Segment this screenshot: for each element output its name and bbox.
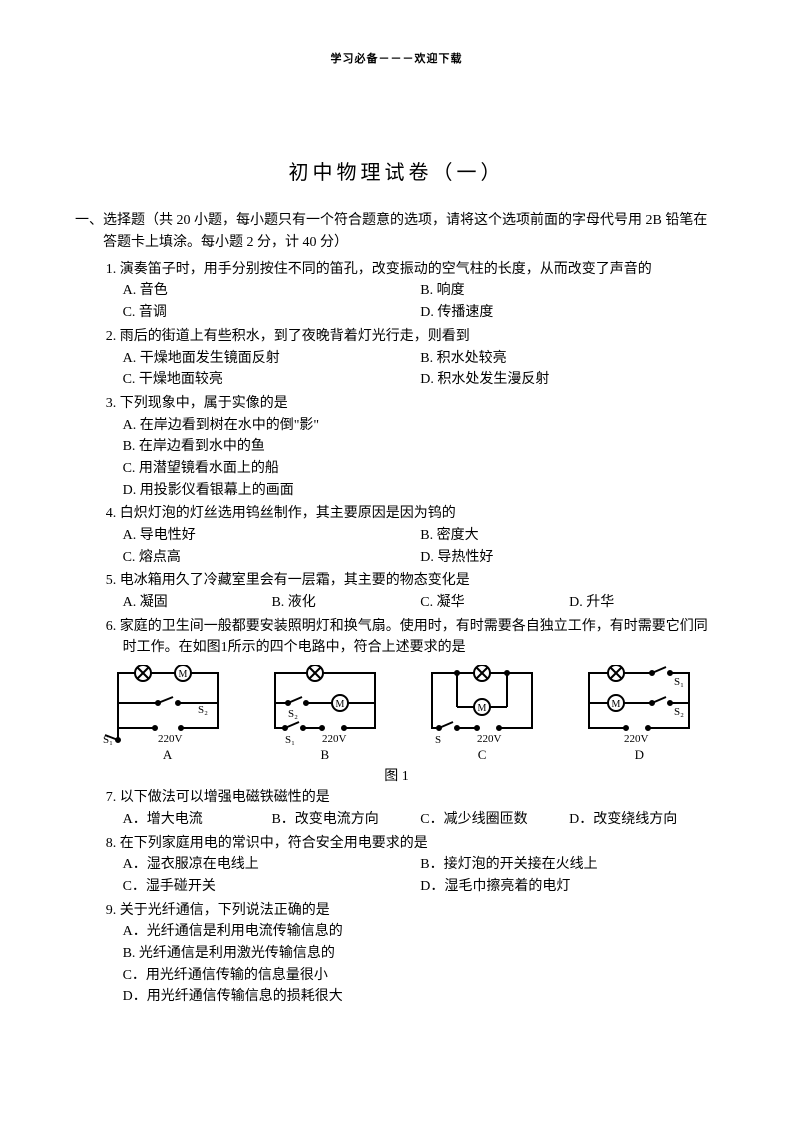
circuit-c-label: C [417, 747, 547, 763]
q5-option-b: B. 液化 [271, 592, 420, 614]
q8-option-d: D．湿毛巾擦亮着的电灯 [420, 876, 718, 898]
circuit-a: M S₂ S₁ 220V A [103, 665, 233, 763]
q7-option-c: C．减少线圈匝数 [420, 809, 569, 831]
svg-text:220V: 220V [477, 733, 502, 745]
q2-option-b: B. 积水处较亮 [420, 348, 718, 370]
q3-option-a: A. 在岸边看到树在水中的倒"影" [123, 415, 718, 437]
q1-option-d: D. 传播速度 [420, 302, 718, 324]
q3-option-d: D. 用投影仪看银幕上的画面 [123, 480, 718, 502]
q2-option-a: A. 干燥地面发生镜面反射 [123, 348, 421, 370]
svg-text:M: M [335, 699, 344, 710]
q1-option-b: B. 响度 [420, 280, 718, 302]
svg-text:S₁: S₁ [285, 734, 295, 745]
q4-option-a: A. 导电性好 [123, 525, 421, 547]
page-title: 初中物理试卷（一） [75, 156, 718, 185]
question-3: 3. 下列现象中，属于实像的是 A. 在岸边看到树在水中的倒"影" B. 在岸边… [106, 393, 718, 501]
svg-text:M: M [478, 703, 487, 714]
circuit-c: M S 220V C [417, 665, 547, 763]
svg-text:M: M [612, 699, 621, 710]
q8-option-b: B．接灯泡的开关接在火线上 [420, 854, 718, 876]
question-2: 2. 雨后的街道上有些积水，到了夜晚背着灯光行走，则看到 A. 干燥地面发生镜面… [106, 326, 718, 391]
question-8: 8. 在下列家庭用电的常识中，符合安全用电要求的是 A．湿衣服凉在电线上 B．接… [106, 833, 718, 898]
q2-option-d: D. 积水处发生漫反射 [420, 369, 718, 391]
q5-option-d: D. 升华 [569, 592, 718, 614]
q3-option-c: C. 用潜望镜看水面上的船 [123, 458, 718, 480]
q7-option-d: D．改变绕线方向 [569, 809, 718, 831]
q7-option-a: A．增大电流 [123, 809, 272, 831]
q9-option-c: C．用光纤通信传输的信息量很小 [123, 965, 718, 987]
svg-text:S₂: S₂ [674, 706, 684, 718]
circuit-a-label: A [103, 747, 233, 763]
q8-text: 8. 在下列家庭用电的常识中，符合安全用电要求的是 [123, 833, 718, 855]
svg-text:220V: 220V [322, 733, 347, 745]
svg-text:S₁: S₁ [674, 676, 684, 688]
question-6: 6. 家庭的卫生间一般都要安装照明灯和换气扇。使用时，有时需要各自独立工作，有时… [106, 616, 718, 659]
header-note: 学习必备－－－欢迎下载 [75, 50, 718, 66]
circuit-b-label: B [260, 747, 390, 763]
q9-text: 9. 关于光纤通信，下列说法正确的是 [123, 900, 718, 922]
q9-option-b: B. 光纤通信是利用激光传输信息的 [123, 943, 718, 965]
q4-option-d: D. 导热性好 [420, 547, 718, 569]
circuit-b: M S₂ S₁ 220V B [260, 665, 390, 763]
q5-option-c: C. 凝华 [420, 592, 569, 614]
q2-option-c: C. 干燥地面较亮 [123, 369, 421, 391]
question-7: 7. 以下做法可以增强电磁铁磁性的是 A．增大电流 B．改变电流方向 C．减少线… [106, 787, 718, 830]
svg-text:S₂: S₂ [198, 704, 208, 716]
q1-option-c: C. 音调 [123, 302, 421, 324]
q3-text: 3. 下列现象中，属于实像的是 [123, 393, 718, 415]
q1-option-a: A. 音色 [123, 280, 421, 302]
q5-option-a: A. 凝固 [123, 592, 272, 614]
question-9: 9. 关于光纤通信，下列说法正确的是 A．光纤通信是利用电流传输信息的 B. 光… [106, 900, 718, 1008]
q8-option-a: A．湿衣服凉在电线上 [123, 854, 421, 876]
q4-option-b: B. 密度大 [420, 525, 718, 547]
section-1-header: 一、选择题（共 20 小题，每小题只有一个符合题意的选项，请将这个选项前面的字母… [103, 210, 718, 255]
q4-text: 4. 白炽灯泡的灯丝选用钨丝制作，其主要原因是因为钨的 [123, 503, 718, 525]
svg-text:S₂: S₂ [288, 708, 298, 720]
question-1: 1. 演奏笛子时，用手分别按住不同的笛孔，改变振动的空气柱的长度，从而改变了声音… [106, 259, 718, 324]
q4-option-c: C. 熔点高 [123, 547, 421, 569]
q5-text: 5. 电冰箱用久了冷藏室里会有一层霜，其主要的物态变化是 [123, 570, 718, 592]
q9-option-a: A．光纤通信是利用电流传输信息的 [123, 921, 718, 943]
svg-text:S₁: S₁ [103, 734, 113, 745]
svg-text:S: S [435, 734, 441, 745]
circuit-d: M S₁ S₂ 220V D [574, 665, 704, 763]
q1-text: 1. 演奏笛子时，用手分别按住不同的笛孔，改变振动的空气柱的长度，从而改变了声音… [123, 259, 718, 281]
figure-1: M S₂ S₁ 220V A [89, 665, 718, 763]
question-5: 5. 电冰箱用久了冷藏室里会有一层霜，其主要的物态变化是 A. 凝固 B. 液化… [106, 570, 718, 613]
svg-text:M: M [178, 669, 187, 680]
q7-text: 7. 以下做法可以增强电磁铁磁性的是 [123, 787, 718, 809]
q6-text: 6. 家庭的卫生间一般都要安装照明灯和换气扇。使用时，有时需要各自独立工作，有时… [123, 616, 718, 659]
q9-option-d: D．用光纤通信传输信息的损耗很大 [123, 986, 718, 1008]
svg-text:220V: 220V [158, 733, 183, 745]
figure-1-caption: 图 1 [75, 765, 718, 785]
q8-option-c: C．湿手碰开关 [123, 876, 421, 898]
q7-option-b: B．改变电流方向 [271, 809, 420, 831]
svg-text:220V: 220V [624, 733, 649, 745]
question-4: 4. 白炽灯泡的灯丝选用钨丝制作，其主要原因是因为钨的 A. 导电性好 B. 密… [106, 503, 718, 568]
circuit-d-label: D [574, 747, 704, 763]
q2-text: 2. 雨后的街道上有些积水，到了夜晚背着灯光行走，则看到 [123, 326, 718, 348]
q3-option-b: B. 在岸边看到水中的鱼 [123, 436, 718, 458]
